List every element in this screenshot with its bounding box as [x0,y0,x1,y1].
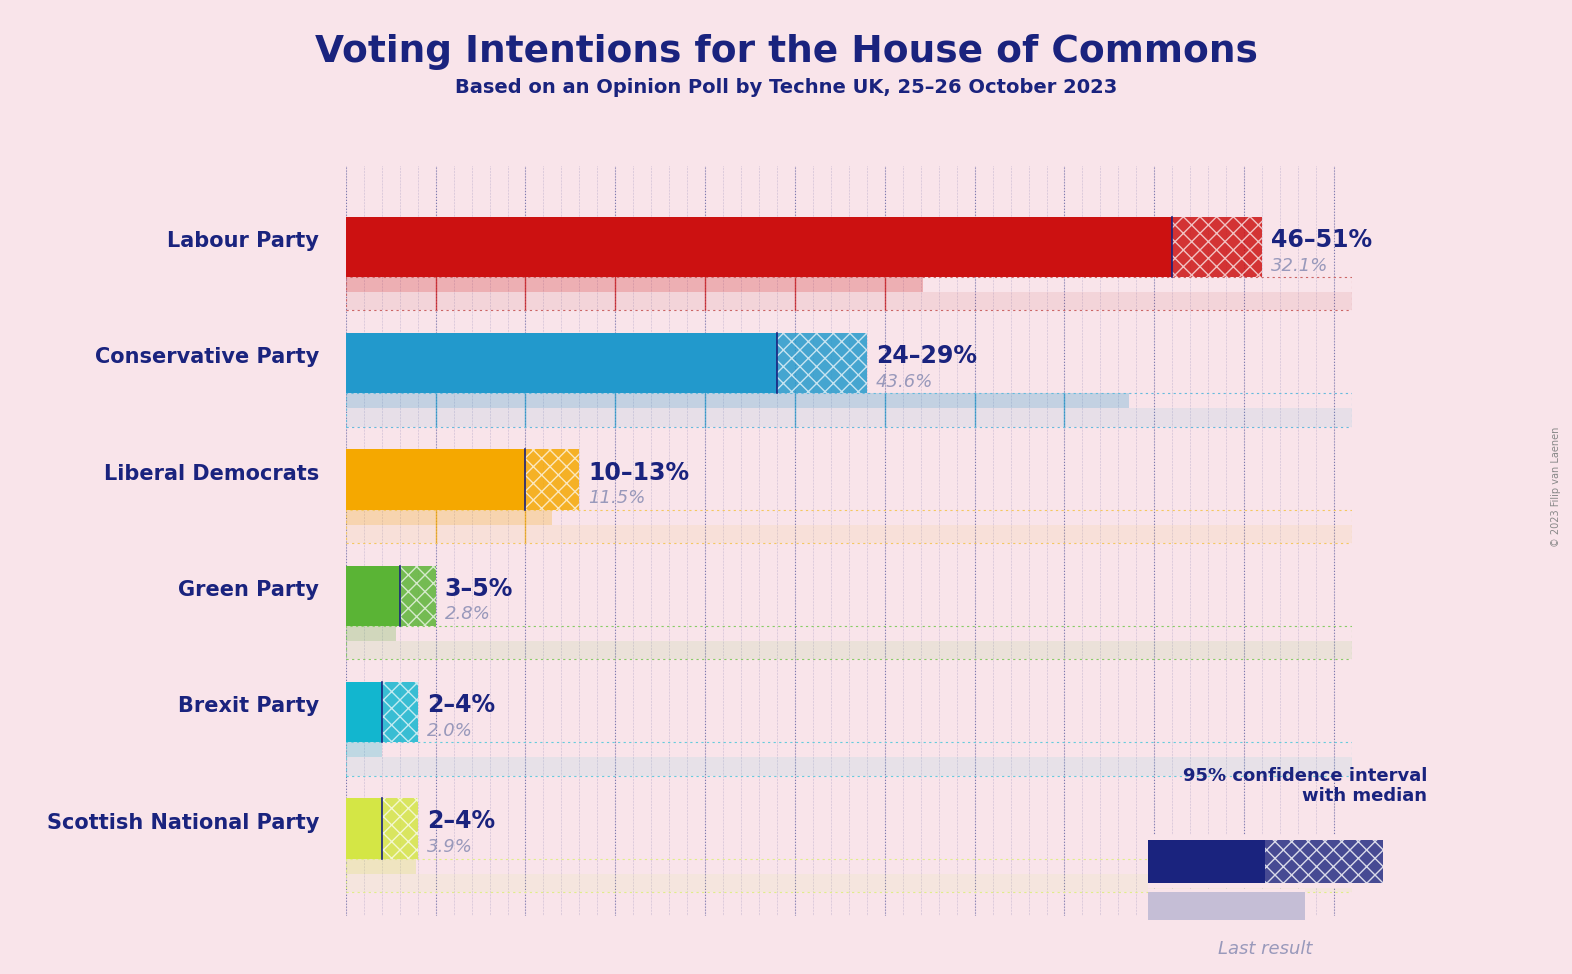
Bar [346,509,1352,543]
Bar [346,217,1173,278]
Text: 11.5%: 11.5% [588,489,646,507]
Bar [777,333,866,393]
Bar [1148,892,1305,919]
Text: © 2023 Filip van Laenen: © 2023 Filip van Laenen [1552,427,1561,547]
Bar [346,859,417,874]
Text: Liberal Democrats: Liberal Democrats [104,464,319,484]
Bar [1173,217,1262,278]
Bar [346,393,1129,408]
Text: 2–4%: 2–4% [426,809,495,834]
Bar [1173,217,1262,278]
Bar [346,742,382,757]
Bar [346,525,1352,543]
Text: 10–13%: 10–13% [588,461,690,484]
Text: Conservative Party: Conservative Party [94,348,319,367]
Bar [346,278,1352,311]
Text: Based on an Opinion Poll by Techne UK, 25–26 October 2023: Based on an Opinion Poll by Techne UK, 2… [454,78,1118,97]
Text: Brexit Party: Brexit Party [178,696,319,716]
Bar [382,682,418,742]
Text: 24–29%: 24–29% [876,344,976,368]
Bar [346,626,1352,659]
Bar [346,292,1352,311]
Bar [399,566,435,626]
Bar [382,798,418,859]
Text: Labour Party: Labour Party [167,231,319,251]
Bar [525,449,580,509]
Bar [346,742,1352,775]
Bar [346,757,1352,775]
Text: 2.0%: 2.0% [426,722,473,739]
Bar [346,798,382,859]
Bar [399,566,435,626]
Bar [346,626,396,641]
Text: 3–5%: 3–5% [445,577,512,601]
Text: 3.9%: 3.9% [426,838,473,856]
Bar [346,408,1352,427]
Bar [382,798,418,859]
Bar [1148,840,1265,882]
Bar [525,449,580,509]
Bar [346,859,1352,892]
Text: Green Party: Green Party [178,580,319,600]
Bar [346,874,1352,892]
Text: 2.8%: 2.8% [445,606,490,623]
Text: 32.1%: 32.1% [1272,256,1328,275]
Bar [346,509,552,525]
Bar [346,449,525,509]
Bar [382,682,418,742]
Bar [346,278,923,292]
Bar [777,333,866,393]
Text: 95% confidence interval
with median: 95% confidence interval with median [1182,767,1427,805]
Bar [346,333,777,393]
Bar [346,641,1352,659]
Text: Voting Intentions for the House of Commons: Voting Intentions for the House of Commo… [314,34,1258,70]
Bar [346,393,1352,427]
Text: Scottish National Party: Scottish National Party [47,812,319,833]
Bar [346,566,399,626]
Text: Last result: Last result [1218,940,1313,957]
Bar [1265,840,1383,882]
Text: 43.6%: 43.6% [876,373,934,391]
Text: 2–4%: 2–4% [426,693,495,717]
Text: 46–51%: 46–51% [1272,228,1372,252]
Bar [346,682,382,742]
